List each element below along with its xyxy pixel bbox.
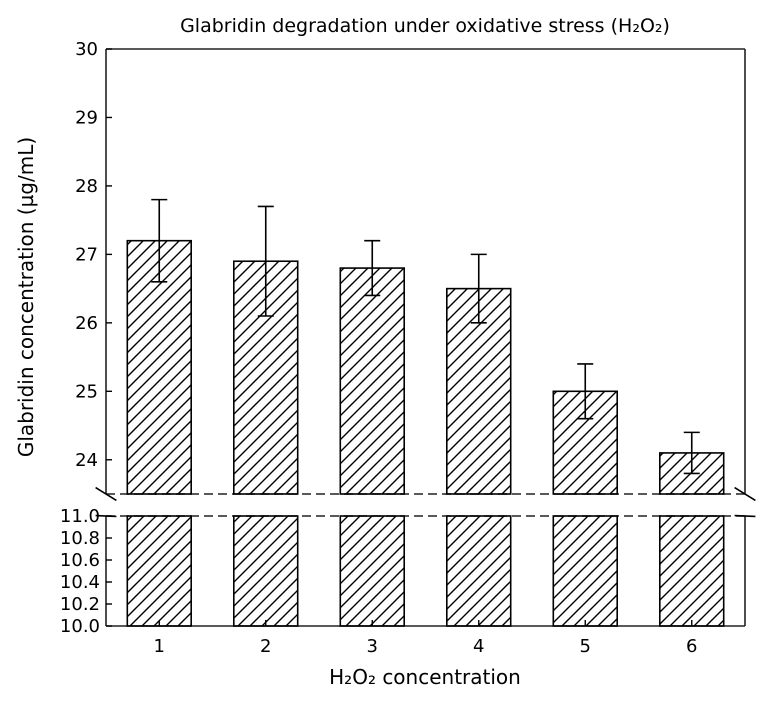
y-tick-label: 10.8 <box>60 528 100 549</box>
bar-lower <box>658 515 725 627</box>
y-tick-label: 10.4 <box>60 572 100 593</box>
y-tick-label: 10.2 <box>60 594 100 615</box>
bar-lower <box>126 515 193 627</box>
y-tick-label: 10.6 <box>60 550 100 571</box>
bar-lower <box>233 515 299 627</box>
y-tick-label: 27 <box>75 244 98 265</box>
x-tick-label: 3 <box>367 636 378 657</box>
y-tick-label: 11.0 <box>60 506 100 527</box>
bar-lower <box>445 515 512 627</box>
x-tick-label: 5 <box>580 636 591 657</box>
y-tick-label: 29 <box>75 107 98 128</box>
x-axis-title: H₂O₂ concentration <box>329 665 521 689</box>
x-tick-label: 6 <box>686 636 697 657</box>
bar-lower <box>552 515 618 627</box>
x-tick-label: 1 <box>154 636 165 657</box>
axis-break-mark <box>95 486 117 502</box>
axis-break-mark <box>734 486 756 502</box>
y-axis-title: Glabridin concentration (µg/mL) <box>14 137 38 457</box>
x-tick-label: 2 <box>260 636 271 657</box>
y-tick-label: 26 <box>75 313 98 334</box>
x-tick-label: 4 <box>473 636 484 657</box>
y-tick-label: 30 <box>75 39 98 60</box>
y-tick-label: 24 <box>75 450 98 471</box>
y-tick-label: 25 <box>75 381 98 402</box>
bar-lower <box>339 515 405 627</box>
y-tick-label: 28 <box>75 176 98 197</box>
chart-title: Glabridin degradation under oxidative st… <box>180 15 670 37</box>
y-tick-label: 10.0 <box>60 616 100 637</box>
bar-upper <box>339 267 405 495</box>
bar-upper <box>126 239 193 495</box>
axis-break-mark <box>734 514 756 518</box>
